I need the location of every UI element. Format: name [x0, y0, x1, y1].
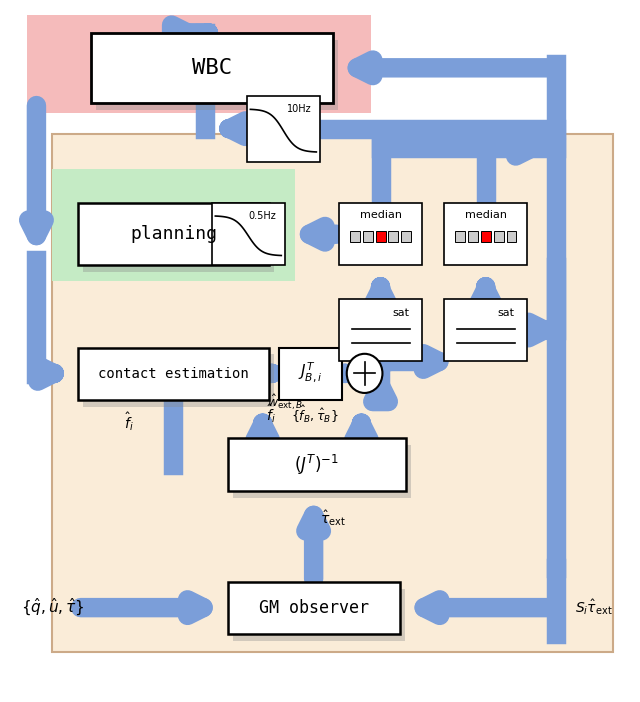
- Text: $S_i\hat{\tau}_{\mathrm{ext}}$: $S_i\hat{\tau}_{\mathrm{ext}}$: [575, 598, 612, 618]
- Bar: [506, 230, 516, 241]
- FancyBboxPatch shape: [233, 445, 411, 498]
- FancyBboxPatch shape: [52, 169, 294, 281]
- FancyBboxPatch shape: [52, 134, 613, 651]
- Bar: [388, 230, 399, 241]
- Text: $\{\hat{q},\hat{u},\hat{\tau}\}$: $\{\hat{q},\hat{u},\hat{\tau}\}$: [20, 597, 84, 618]
- FancyBboxPatch shape: [444, 204, 527, 265]
- FancyBboxPatch shape: [278, 347, 342, 400]
- Bar: [481, 230, 491, 241]
- Bar: [493, 230, 504, 241]
- Bar: [468, 230, 477, 241]
- Circle shape: [347, 354, 383, 393]
- Bar: [455, 230, 465, 241]
- Text: $\hat{w}_{\mathrm{ext},B}$: $\hat{w}_{\mathrm{ext},B}$: [267, 393, 303, 412]
- Text: $\hat{f}_i$: $\hat{f}_i$: [266, 403, 275, 425]
- Bar: [376, 230, 385, 241]
- FancyBboxPatch shape: [91, 33, 333, 102]
- FancyBboxPatch shape: [96, 40, 338, 110]
- FancyBboxPatch shape: [212, 204, 285, 265]
- Text: GM observer: GM observer: [259, 599, 369, 617]
- Bar: [401, 230, 412, 241]
- FancyBboxPatch shape: [339, 298, 422, 362]
- FancyBboxPatch shape: [339, 204, 422, 265]
- Text: median: median: [360, 209, 401, 220]
- Text: WBC: WBC: [191, 58, 232, 78]
- FancyBboxPatch shape: [444, 298, 527, 362]
- FancyBboxPatch shape: [83, 211, 274, 272]
- FancyBboxPatch shape: [83, 355, 274, 407]
- Text: 10Hz: 10Hz: [287, 104, 311, 114]
- Text: $\{\hat{f}_B, \hat{\tau}_B\}$: $\{\hat{f}_B, \hat{\tau}_B\}$: [291, 404, 339, 425]
- Text: sat: sat: [392, 308, 410, 318]
- Bar: [363, 230, 372, 241]
- FancyBboxPatch shape: [78, 347, 269, 400]
- Text: $\hat{f}_i$: $\hat{f}_i$: [124, 411, 134, 433]
- Text: contact estimation: contact estimation: [98, 366, 249, 380]
- Text: planning: planning: [130, 225, 217, 243]
- Text: median: median: [465, 209, 507, 220]
- Text: sat: sat: [498, 308, 515, 318]
- FancyBboxPatch shape: [78, 204, 269, 265]
- FancyBboxPatch shape: [246, 95, 320, 162]
- Text: $(J^{T})^{-1}$: $(J^{T})^{-1}$: [294, 453, 339, 477]
- Text: 0.5Hz: 0.5Hz: [248, 211, 276, 221]
- FancyBboxPatch shape: [228, 582, 399, 634]
- Bar: [349, 230, 360, 241]
- FancyBboxPatch shape: [228, 439, 406, 491]
- Text: $\hat{\tau}_{\mathrm{ext}}$: $\hat{\tau}_{\mathrm{ext}}$: [320, 508, 346, 528]
- FancyBboxPatch shape: [27, 15, 371, 113]
- FancyBboxPatch shape: [233, 589, 404, 641]
- Text: $J_{B,i}^{T}$: $J_{B,i}^{T}$: [298, 359, 323, 383]
